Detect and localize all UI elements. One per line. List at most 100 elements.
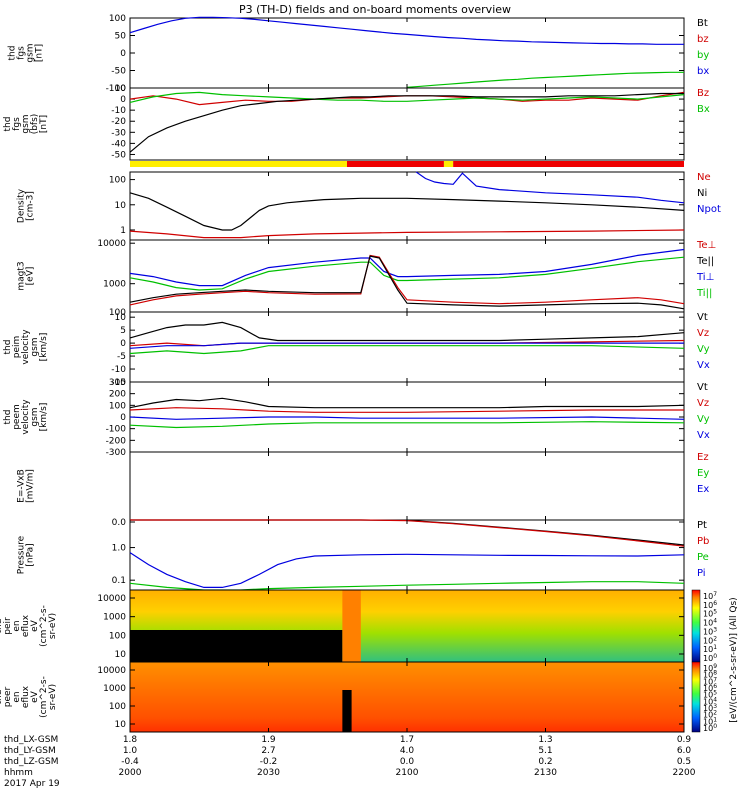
colorbar-tick: 103 [703, 626, 717, 636]
ylabel-line: peim [12, 336, 22, 359]
panel-3: magt3 [eV] 10000 1000 100 Te⊥ Te|| Ti⊥ Ti|| [17, 239, 717, 318]
legend-entry: Bz [697, 88, 709, 99]
colorbar-tick-exponent: 5 [713, 690, 717, 697]
legend-entry: bz [697, 34, 709, 45]
ytick-label: -10 [111, 106, 126, 116]
colorbar-tick: 107 [703, 676, 717, 686]
series-line-7-2 [129, 552, 685, 589]
ylabel-line: gsm [26, 43, 36, 62]
series-line-4-0 [129, 321, 685, 342]
status-segment-3 [453, 161, 684, 167]
colorbar-tick: 106 [703, 600, 717, 610]
ylabel-line: peem [12, 404, 22, 430]
colorbar-tick: 105 [703, 609, 717, 619]
ylabel-line: en [12, 691, 22, 702]
legend-entry: Vy [697, 414, 710, 425]
legend-entry: Pi [697, 568, 706, 579]
colorbar-label: [eV/(cm^2-s-sr-eV)] (All Qs) [729, 597, 739, 722]
ylabel-line: [mV/m] [26, 469, 36, 503]
ytick-label: -5 [117, 352, 126, 362]
panel-6: E=-VxB [mV/m] Ez Ey Ex [17, 451, 709, 521]
panel-7: Pressure [nPa] 0.0 1.0 0.1 Pt Pb Pe Pi [17, 518, 709, 591]
colorbar-tick-base: 10 [703, 671, 713, 680]
legend-entry: Te⊥ [696, 240, 716, 251]
series-line-5-0 [129, 397, 685, 409]
xtick-ly: 6.0 [677, 746, 692, 756]
ytick-label: 100 [109, 308, 126, 318]
ytick-label: 10000 [97, 594, 126, 604]
colorbar-tick: 106 [703, 683, 717, 693]
colorbar-tick-base: 10 [703, 717, 713, 726]
ytick-label: 0 [120, 339, 126, 349]
legend-entry: Pt [697, 520, 707, 531]
series-line-2-0 [129, 192, 685, 231]
ylabel-line: velocity [21, 399, 31, 435]
ylabel-line: (bfs) [30, 114, 40, 135]
xaxis-row-label: thd_LZ-GSM [4, 757, 59, 767]
status-segment-2 [443, 161, 454, 167]
ytick-label: 1000 [103, 613, 126, 623]
series-line-2-1 [129, 229, 685, 239]
xtick-lx: 1.3 [538, 735, 552, 745]
panel-frame [129, 519, 685, 591]
heatmap-gap [342, 690, 352, 732]
ylabel-line: thd [3, 117, 13, 132]
legend-entry: Ti⊥ [696, 272, 714, 283]
colorbar-tick: 101 [703, 644, 717, 654]
ylabel-line: [nPa] [26, 543, 36, 566]
ylabel-line: eflux [21, 685, 31, 708]
ylabel-line: fgs [17, 46, 27, 60]
legend-entry: Ni [697, 188, 707, 199]
colorbar-tick-exponent: 0 [713, 723, 717, 730]
legend-entry: Ez [697, 452, 709, 463]
colorbar-tick-base: 10 [703, 704, 713, 713]
ytick-label: 100 [109, 14, 126, 24]
ytick-label: -100 [106, 425, 127, 435]
ytick-label: -10 [111, 365, 126, 375]
colorbar-tick-base: 10 [703, 684, 713, 693]
ylabel-line: en [12, 620, 22, 631]
legend-entry: Pb [697, 536, 709, 547]
colorbar-tick-base: 10 [703, 691, 713, 700]
panel-frame [129, 17, 685, 89]
legend-entry: Bx [697, 104, 710, 115]
ytick-label: 0 [120, 413, 126, 423]
ytick-label: 10000 [97, 239, 126, 249]
xtick-lz: -0.2 [260, 757, 278, 767]
xtick-lz: 0.2 [538, 757, 552, 767]
ytick-label: 1.0 [112, 544, 127, 554]
colorbar-tick: 102 [703, 635, 717, 645]
ytick-label: -15 [111, 378, 126, 388]
colorbar-tick-base: 10 [703, 724, 713, 733]
panel-frame [129, 171, 685, 241]
ylabel-line: [cm-3] [26, 191, 36, 221]
ytick-label: 50 [115, 32, 127, 42]
colorbar-tick: 104 [703, 696, 717, 706]
ylabel-line: thd [8, 46, 18, 61]
xtick-hhmm: 2200 [673, 768, 696, 778]
ylabel-line: gsm [21, 114, 31, 133]
ylabel-line: Density [17, 188, 27, 223]
colorbar [691, 661, 701, 733]
colorbar-tick-exponent: 5 [713, 609, 717, 616]
colorbar-tick: 108 [703, 670, 717, 680]
legend-entry: Vx [697, 430, 710, 441]
ytick-label: -300 [106, 448, 127, 458]
ylabel-line: magt3 [17, 261, 27, 290]
ytick-label: 1 [120, 226, 126, 236]
colorbar-tick-exponent: 9 [713, 663, 717, 670]
ytick-label: 10 [115, 313, 127, 323]
series-line-2-2 [415, 171, 685, 204]
colorbar-tick: 100 [703, 653, 717, 663]
colorbar [691, 589, 701, 663]
series-line-3-3 [129, 255, 685, 310]
colorbar-tick: 105 [703, 690, 717, 700]
ylabel-line: thd [0, 690, 4, 705]
ylabel-line: [nT] [39, 115, 49, 133]
panel-4: thd peim velocity gsm [km/s] 10 5 0 -5 -10 -15 Vt Vz… [3, 311, 710, 388]
xtick-hhmm: 2130 [534, 768, 557, 778]
ytick-label: -200 [106, 436, 127, 446]
ytick-label: 0.1 [112, 576, 126, 586]
legend-entry: Vt [697, 382, 708, 393]
